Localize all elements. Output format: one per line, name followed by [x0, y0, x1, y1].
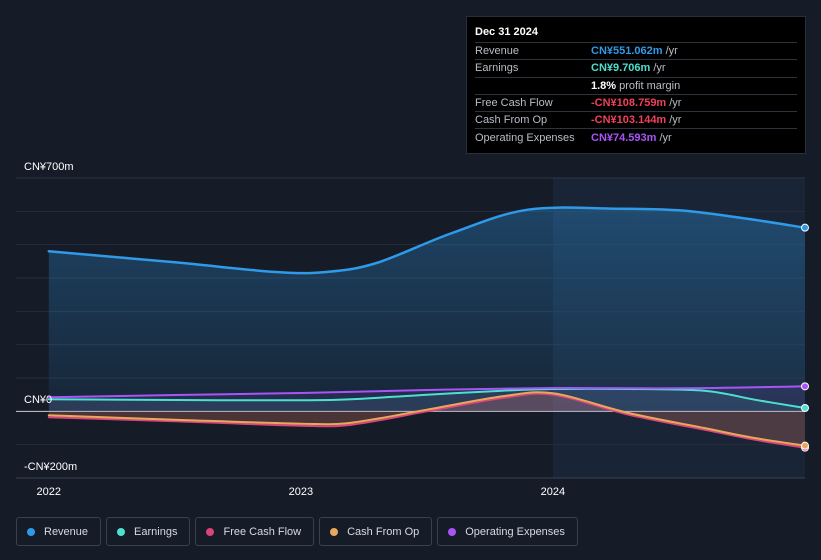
tooltip-row-unit: /yr [653, 62, 666, 75]
y-tick-label-zero: CN¥0 [24, 394, 52, 406]
tooltip-row-value: -CN¥103.144m [591, 114, 667, 127]
tooltip-row-unit: profit margin [619, 79, 681, 92]
endpoint-revenue [801, 223, 809, 232]
y-tick-label-top: CN¥700m [24, 161, 74, 173]
tooltip-row-label: Cash From Op [475, 114, 548, 127]
x-tick-label: 2023 [289, 486, 313, 498]
tooltip-rows: Revenue CN¥551.062m/yr Earnings CN¥9.706m/y… [475, 43, 797, 147]
line-free-cash-flow [47, 392, 806, 449]
series-areas [48, 207, 806, 448]
tooltip-row-value: CN¥9.706m [591, 62, 651, 75]
tooltip-row: Operating Expenses CN¥74.593m/yr [475, 129, 797, 146]
legend-label: Free Cash Flow [223, 525, 302, 538]
tooltip-row-unit: /yr [669, 97, 682, 110]
tooltip-row-label: Operating Expenses [475, 132, 575, 145]
tooltip-date: Dec 31 2024 [475, 25, 797, 43]
tooltip-row: 1.8% profit margin [475, 78, 797, 95]
tooltip-row: Cash From Op -CN¥103.144m/yr [475, 112, 797, 130]
legend-item-free-cash-flow[interactable]: Free Cash Flow [195, 517, 315, 546]
tooltip-row-value: CN¥74.593m [591, 132, 657, 145]
area-operating-expenses [48, 386, 806, 412]
legend-dot-icon [117, 527, 126, 536]
line-earnings [47, 387, 806, 409]
line-operating-expenses [47, 385, 806, 399]
legend-label: Earnings [134, 525, 178, 538]
legend-item-operating-expenses[interactable]: Operating Expenses [437, 517, 578, 546]
tooltip-row-unit: /yr [659, 132, 672, 145]
endpoint-cash-from-op [801, 441, 809, 450]
legend-label: Cash From Op [347, 525, 420, 538]
legend-label: Revenue [44, 525, 89, 538]
area-cash-from-op [48, 392, 806, 446]
legend-item-revenue[interactable]: Revenue [16, 517, 102, 546]
tooltip-row-unit: /yr [665, 45, 678, 58]
tooltip-row-label: Free Cash Flow [475, 97, 553, 110]
tooltip-row-label: Earnings [475, 62, 519, 75]
tooltip-row: Free Cash Flow -CN¥108.759m/yr [475, 95, 797, 113]
legend-item-cash-from-op[interactable]: Cash From Op [319, 517, 433, 546]
tooltip-row-value: -CN¥108.759m [591, 97, 667, 110]
tooltip-row-label: Revenue [475, 45, 520, 58]
legend-item-earnings[interactable]: Earnings [106, 517, 191, 546]
x-tick-label: 2024 [541, 486, 565, 498]
endpoint-operating-expenses [801, 382, 809, 391]
legend-dot-icon [448, 527, 457, 536]
tooltip-row-value: 1.8% [591, 79, 617, 92]
series-lines [47, 206, 807, 449]
area-revenue [48, 207, 806, 412]
legend-label: Operating Expenses [465, 525, 565, 538]
tooltip-row-unit: /yr [669, 114, 682, 127]
legend-dot-icon [206, 527, 215, 536]
tooltip-row: Revenue CN¥551.062m/yr [475, 43, 797, 61]
tooltip-row-value: CN¥551.062m [591, 45, 663, 58]
tooltip: Dec 31 2024 Revenue CN¥551.062m/yr Earning… [466, 16, 806, 154]
series-endpoints [801, 223, 809, 452]
legend-dot-icon [27, 527, 35, 536]
line-revenue [47, 206, 807, 275]
tooltip-row: Earnings CN¥9.706m/yr [475, 60, 797, 78]
line-cash-from-op [47, 391, 806, 447]
area-earnings [48, 388, 806, 412]
y-tick-label-bottom: -CN¥200m [24, 461, 77, 473]
x-axis-ticks: 2022 2023 2024 [37, 486, 566, 498]
x-tick-label: 2022 [37, 486, 61, 498]
legend: Revenue Earnings Free Cash Flow Cash From O… [16, 517, 583, 546]
legend-dot-icon [330, 527, 339, 536]
endpoint-earnings [801, 404, 809, 412]
